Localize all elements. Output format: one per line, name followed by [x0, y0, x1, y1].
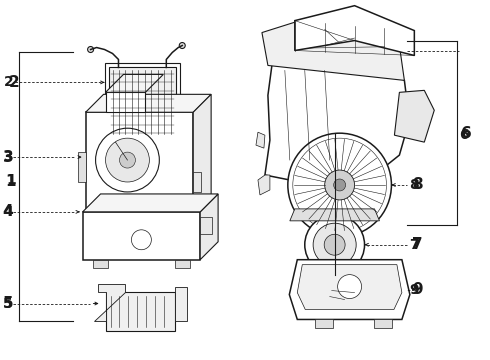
Polygon shape: [93, 260, 107, 268]
Polygon shape: [256, 132, 265, 148]
Polygon shape: [265, 49, 409, 182]
Polygon shape: [258, 175, 270, 195]
Circle shape: [305, 215, 365, 275]
Text: 1: 1: [6, 173, 16, 187]
Text: 6: 6: [459, 128, 469, 142]
Polygon shape: [175, 287, 187, 321]
Polygon shape: [193, 94, 211, 212]
Text: 5: 5: [3, 297, 13, 311]
Polygon shape: [290, 209, 379, 221]
Polygon shape: [200, 217, 212, 234]
Polygon shape: [104, 63, 180, 141]
Polygon shape: [262, 21, 404, 80]
Polygon shape: [200, 194, 218, 260]
Text: 7: 7: [412, 237, 423, 252]
Polygon shape: [297, 265, 402, 310]
Text: 4: 4: [2, 204, 13, 219]
Text: 8: 8: [412, 177, 423, 193]
Text: 8: 8: [410, 178, 419, 192]
Text: 1: 1: [6, 175, 16, 189]
Text: 4: 4: [3, 205, 13, 219]
Polygon shape: [94, 284, 125, 321]
Circle shape: [120, 152, 135, 168]
Polygon shape: [315, 319, 333, 328]
Text: 2: 2: [8, 75, 19, 90]
Circle shape: [131, 230, 151, 250]
Polygon shape: [289, 260, 410, 319]
Text: 5: 5: [2, 296, 13, 311]
Circle shape: [338, 275, 362, 298]
Text: 6: 6: [461, 126, 471, 141]
Circle shape: [324, 234, 345, 255]
Polygon shape: [175, 260, 190, 268]
Circle shape: [105, 138, 149, 182]
Polygon shape: [86, 94, 211, 112]
Circle shape: [334, 179, 345, 191]
Text: 9: 9: [410, 283, 419, 297]
Text: 3: 3: [3, 150, 13, 164]
Circle shape: [325, 170, 355, 200]
Polygon shape: [374, 319, 392, 328]
Polygon shape: [105, 92, 146, 112]
Text: 2: 2: [4, 75, 14, 89]
Polygon shape: [105, 75, 163, 92]
Circle shape: [288, 133, 392, 237]
Circle shape: [179, 42, 185, 49]
Circle shape: [313, 223, 356, 266]
Polygon shape: [193, 172, 201, 192]
Text: 9: 9: [412, 282, 423, 297]
Text: 7: 7: [410, 238, 419, 252]
Polygon shape: [83, 194, 218, 212]
Polygon shape: [295, 6, 415, 55]
Polygon shape: [394, 90, 434, 142]
Circle shape: [293, 138, 387, 232]
Text: 3: 3: [2, 150, 13, 165]
Polygon shape: [86, 112, 193, 212]
Polygon shape: [105, 292, 175, 332]
Circle shape: [96, 128, 159, 192]
Polygon shape: [83, 212, 200, 260]
Circle shape: [88, 46, 94, 53]
Polygon shape: [77, 152, 86, 182]
Bar: [108, 67, 176, 137]
